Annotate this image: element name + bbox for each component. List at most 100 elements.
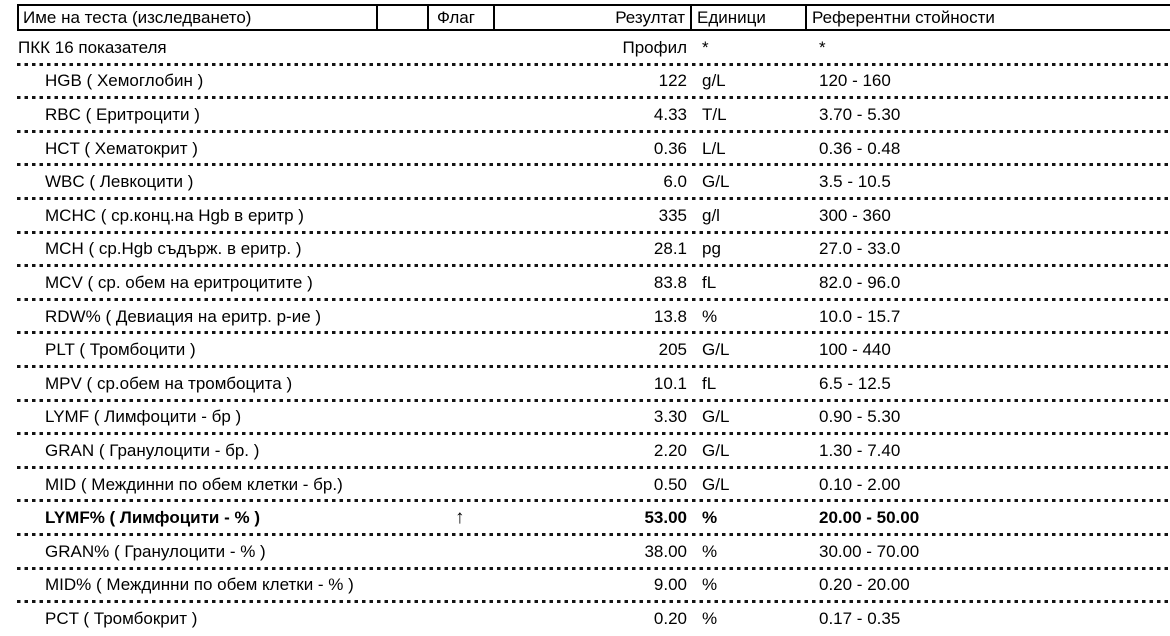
result-cell: 83.8 — [653, 272, 687, 292]
header-test-name: Име на теста (изследването) — [23, 7, 252, 27]
table-row: GRAN% ( Гранулоцити - % ) 38.00 % 30.00 … — [0, 535, 1170, 570]
units-cell: g/L — [702, 71, 726, 91]
result-cell: 122 — [658, 71, 687, 91]
table-row: MID% ( Междинни по обем клетки - % ) 9.0… — [0, 569, 1170, 603]
units-cell: % — [702, 575, 718, 595]
table-row: PLT ( Тромбоцити ) 205 G/L 100 - 440 — [0, 333, 1170, 368]
units-cell: pg — [702, 239, 721, 259]
table-row: HGB ( Хемоглобин ) 122 g/L 120 - 160 — [0, 65, 1170, 99]
reference-cell: 0.90 - 5.30 — [819, 407, 901, 427]
result-cell: 0.50 — [653, 474, 687, 494]
units-cell: G/L — [702, 440, 730, 460]
units-cell: fL — [702, 272, 717, 292]
test-name-cell: GRAN ( Гранулоцити - бр. ) — [45, 440, 260, 460]
table-row: WBC ( Левкоцити ) 6.0 G/L 3.5 - 10.5 — [0, 165, 1170, 200]
test-name-cell: MCV ( ср. обем на еритроцитите ) — [45, 272, 313, 292]
header-reference: Референтни стойности — [805, 6, 1170, 29]
table-row: RDW% ( Девиация на еритр. р-ие ) 13.8 % … — [0, 300, 1170, 334]
test-name-cell: MPV ( ср.обем на тромбоцита ) — [45, 373, 293, 393]
units-cell: G/L — [702, 340, 730, 360]
result-cell: 10.1 — [653, 373, 687, 393]
result-cell: 0.36 — [653, 138, 687, 158]
reference-cell: 0.10 - 2.00 — [819, 474, 901, 494]
test-name-cell: MID ( Междинни по обем клетки - бр.) — [45, 474, 343, 494]
header-units: Единици — [690, 6, 805, 29]
header-spacer — [376, 6, 427, 29]
test-name-cell: PLT ( Тромбоцити ) — [45, 340, 196, 360]
reference-cell: 100 - 440 — [819, 340, 891, 360]
result-cell: 205 — [658, 340, 687, 360]
test-name-cell: HCT ( Хематокрит ) — [45, 138, 198, 158]
units-cell: % — [702, 541, 718, 561]
test-name-cell: GRAN% ( Гранулоцити - % ) — [45, 541, 266, 561]
test-name-cell: LYMF% ( Лимфоцити - % ) — [45, 508, 260, 528]
test-name-cell: RDW% ( Девиация на еритр. р-ие ) — [45, 306, 322, 326]
table-row: LYMF% ( Лимфоцити - % ) ↑ 53.00 % 20.00 … — [0, 501, 1170, 536]
reference-cell: 20.00 - 50.00 — [819, 508, 920, 528]
reference-cell: 30.00 - 70.00 — [819, 541, 920, 561]
table-row: MCV ( ср. обем на еритроцитите ) 83.8 fL… — [0, 266, 1170, 301]
table-row: PCT ( Тромбокрит ) 0.20 % 0.17 - 0.35 — [0, 602, 1170, 636]
result-cell: Профил — [622, 37, 687, 57]
units-cell: % — [702, 608, 718, 628]
test-name-cell: MCHC ( ср.конц.на Hgb в еритр ) — [45, 205, 304, 225]
table-row: MCH ( ср.Hgb съдърж. в еритр. ) 28.1 pg … — [0, 233, 1170, 267]
table-row: MID ( Междинни по обем клетки - бр.) 0.5… — [0, 468, 1170, 502]
units-cell: fL — [702, 373, 717, 393]
result-cell: 2.20 — [653, 440, 687, 460]
units-cell: G/L — [702, 172, 730, 192]
table-body: ПКК 16 показателя Профил * * HGB ( Хемог… — [0, 31, 1170, 636]
units-cell: g/l — [702, 205, 720, 225]
test-name-cell: MCH ( ср.Hgb съдърж. в еритр. ) — [45, 239, 302, 259]
units-cell: G/L — [702, 474, 730, 494]
result-cell: 4.33 — [653, 104, 687, 124]
test-name-cell: WBC ( Левкоцити ) — [45, 172, 194, 192]
table-header: Име на теста (изследването) Флаг Резулта… — [17, 4, 1170, 31]
header-flag: Флаг — [427, 6, 493, 29]
units-cell: L/L — [702, 138, 726, 158]
table-row: HCT ( Хематокрит ) 0.36 L/L 0.36 - 0.48 — [0, 132, 1170, 166]
reference-cell: 0.17 - 0.35 — [819, 608, 901, 628]
test-name-cell: RBC ( Еритроцити ) — [45, 104, 200, 124]
test-name-cell: HGB ( Хемоглобин ) — [45, 71, 204, 91]
table-row: GRAN ( Гранулоцити - бр. ) 2.20 G/L 1.30… — [0, 434, 1170, 469]
result-cell: 0.20 — [653, 608, 687, 628]
reference-cell: 27.0 - 33.0 — [819, 239, 901, 259]
units-cell: * — [702, 37, 709, 57]
table-row: ПКК 16 показателя Профил * * — [0, 31, 1170, 66]
reference-cell: 120 - 160 — [819, 71, 891, 91]
table-row: MPV ( ср.обем на тромбоцита ) 10.1 fL 6.… — [0, 367, 1170, 402]
result-cell: 335 — [658, 205, 687, 225]
reference-cell: * — [819, 37, 826, 57]
reference-cell: 82.0 - 96.0 — [819, 272, 901, 292]
test-name-cell: LYMF ( Лимфоцити - бр ) — [45, 407, 242, 427]
test-name-cell: ПКК 16 показателя — [18, 37, 167, 57]
lab-results-page: Име на теста (изследването) Флаг Резулта… — [0, 4, 1170, 636]
units-cell: T/L — [702, 104, 727, 124]
table-row: LYMF ( Лимфоцити - бр ) 3.30 G/L 0.90 - … — [0, 401, 1170, 435]
reference-cell: 1.30 - 7.40 — [819, 440, 901, 460]
result-cell: 53.00 — [644, 508, 687, 528]
result-cell: 13.8 — [653, 306, 687, 326]
reference-cell: 3.5 - 10.5 — [819, 172, 891, 192]
reference-cell: 6.5 - 12.5 — [819, 373, 891, 393]
result-cell: 6.0 — [663, 172, 687, 192]
flag-cell: ↑ — [455, 507, 465, 529]
table-row: MCHC ( ср.конц.на Hgb в еритр ) 335 g/l … — [0, 199, 1170, 234]
table-row: RBC ( Еритроцити ) 4.33 T/L 3.70 - 5.30 — [0, 98, 1170, 133]
test-name-cell: PCT ( Тромбокрит ) — [45, 608, 198, 628]
result-cell: 9.00 — [653, 575, 687, 595]
units-cell: G/L — [702, 407, 730, 427]
header-result: Резултат — [493, 6, 690, 29]
reference-cell: 3.70 - 5.30 — [819, 104, 901, 124]
result-cell: 28.1 — [653, 239, 687, 259]
units-cell: % — [702, 306, 718, 326]
units-cell: % — [702, 508, 718, 528]
result-cell: 3.30 — [653, 407, 687, 427]
test-name-cell: MID% ( Междинни по обем клетки - % ) — [45, 575, 354, 595]
reference-cell: 300 - 360 — [819, 205, 891, 225]
reference-cell: 0.20 - 20.00 — [819, 575, 910, 595]
reference-cell: 10.0 - 15.7 — [819, 306, 901, 326]
reference-cell: 0.36 - 0.48 — [819, 138, 901, 158]
result-cell: 38.00 — [644, 541, 687, 561]
